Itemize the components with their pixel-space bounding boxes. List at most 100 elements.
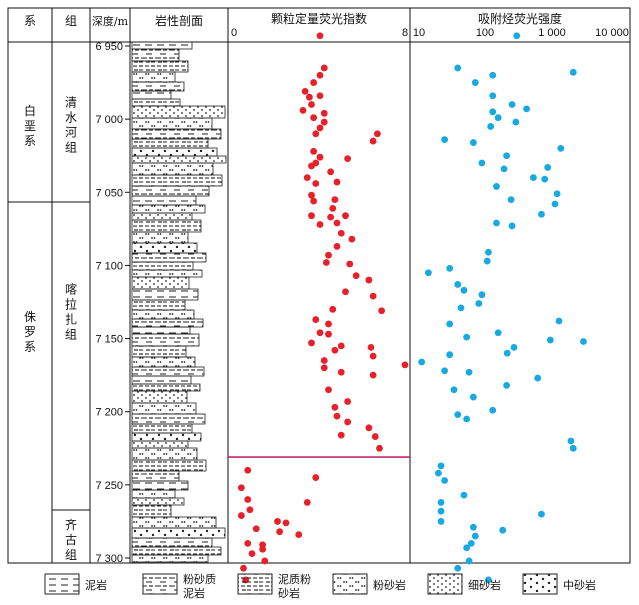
lithology-band xyxy=(131,470,180,482)
lithology-band xyxy=(131,98,181,107)
gfi-point xyxy=(320,364,328,372)
tsf-point xyxy=(507,196,515,204)
strata-char: 组 xyxy=(65,548,77,562)
lithology-band xyxy=(131,105,226,119)
depth-tick-label: 7 000 xyxy=(95,114,123,126)
tsf-point xyxy=(494,114,502,122)
gfi-point xyxy=(337,368,345,376)
lithology-band xyxy=(131,356,196,368)
gfi-point xyxy=(327,213,335,221)
tsf-point xyxy=(493,219,500,227)
gfi-point xyxy=(342,288,349,296)
lithology-band xyxy=(131,402,197,415)
gfi-point xyxy=(325,330,332,338)
gfi-point xyxy=(316,71,324,79)
gfi-point xyxy=(401,361,409,369)
lithology-band xyxy=(131,326,191,335)
legend-label: 泥岩 xyxy=(183,586,205,600)
tsf-point xyxy=(500,165,508,173)
gfi-point xyxy=(308,101,315,108)
tsf-point xyxy=(454,411,462,419)
gfi-point xyxy=(373,130,381,138)
tsf-point xyxy=(434,469,442,477)
lithology-band xyxy=(131,432,202,442)
lithology-band xyxy=(131,447,198,461)
gfi-point xyxy=(282,519,290,527)
gfi-point xyxy=(244,539,252,547)
strata-char: 侏 xyxy=(24,310,36,324)
header-tsf: 吸附烃荧光强度 xyxy=(478,11,562,26)
lithology-band xyxy=(131,516,217,529)
gfi-point xyxy=(299,106,307,114)
lithology-band xyxy=(131,48,180,62)
tsf-point xyxy=(546,336,554,344)
tsf-point xyxy=(471,532,479,540)
figure-frame xyxy=(7,7,631,564)
lithology-band xyxy=(131,413,206,425)
legend-label: 泥质粉 xyxy=(278,573,311,586)
strata-char: 喀 xyxy=(65,283,77,297)
gfi-point xyxy=(305,93,313,101)
gfi-point xyxy=(259,545,267,553)
tsf-point xyxy=(463,544,471,552)
lithology-band xyxy=(131,81,185,92)
gfi-point xyxy=(308,191,315,199)
tsf-point xyxy=(437,507,445,515)
lithology-band xyxy=(131,155,227,164)
lithology-band xyxy=(131,117,213,130)
gfi-point xyxy=(344,398,352,405)
lithology-band xyxy=(131,212,193,221)
strata-char: 组 xyxy=(65,141,77,155)
gfi-point xyxy=(312,316,320,323)
lithology-band xyxy=(131,546,222,556)
legend-swatch-mudstone xyxy=(44,573,80,595)
depth-tick-label: 7 100 xyxy=(95,260,123,272)
tsf-point xyxy=(538,210,545,218)
lithology-band xyxy=(131,459,207,472)
lithology-band xyxy=(131,128,222,140)
legend-label: 泥岩 xyxy=(85,578,107,592)
legend-swatch-siltstone xyxy=(332,573,368,595)
gfi-point xyxy=(331,196,339,204)
lithology-band xyxy=(131,345,187,358)
tsf-point xyxy=(513,32,521,40)
lithology-band xyxy=(131,440,189,449)
tsf-point xyxy=(503,381,511,389)
tsf-point xyxy=(465,557,473,565)
gfi-point xyxy=(237,512,245,519)
gfi-point xyxy=(333,219,341,227)
lithology-band xyxy=(131,147,218,157)
strata-char: 齐 xyxy=(65,517,77,532)
depth-tick-label: 6 950 xyxy=(95,41,123,53)
lithology-band xyxy=(131,390,188,404)
tsf-point xyxy=(541,175,549,183)
strata-char: 系 xyxy=(24,340,36,354)
tsf-point xyxy=(555,317,563,325)
tsf-point xyxy=(503,349,511,357)
gfi-point xyxy=(312,180,320,187)
tsf-point xyxy=(454,564,462,572)
gfi-point xyxy=(316,124,324,132)
lithology-band xyxy=(131,204,206,214)
gfi-point xyxy=(369,292,377,300)
gfi-point xyxy=(325,251,332,259)
tsf-point xyxy=(553,190,561,198)
tsf-point xyxy=(441,367,449,375)
lithology-band xyxy=(131,71,176,83)
lithology-column xyxy=(131,41,227,563)
strata-char: 古 xyxy=(65,532,77,547)
gfi-point xyxy=(367,343,375,351)
gfi-point xyxy=(320,118,328,126)
lithology-band xyxy=(131,288,199,301)
tsf-point xyxy=(467,539,475,547)
tsf-point xyxy=(469,139,477,146)
lithology-band xyxy=(131,242,198,254)
gfi-point xyxy=(276,528,284,536)
tsf-point xyxy=(489,92,497,100)
lithology-band xyxy=(131,261,194,271)
lithology-band xyxy=(131,231,189,244)
gfi-point xyxy=(331,403,339,411)
